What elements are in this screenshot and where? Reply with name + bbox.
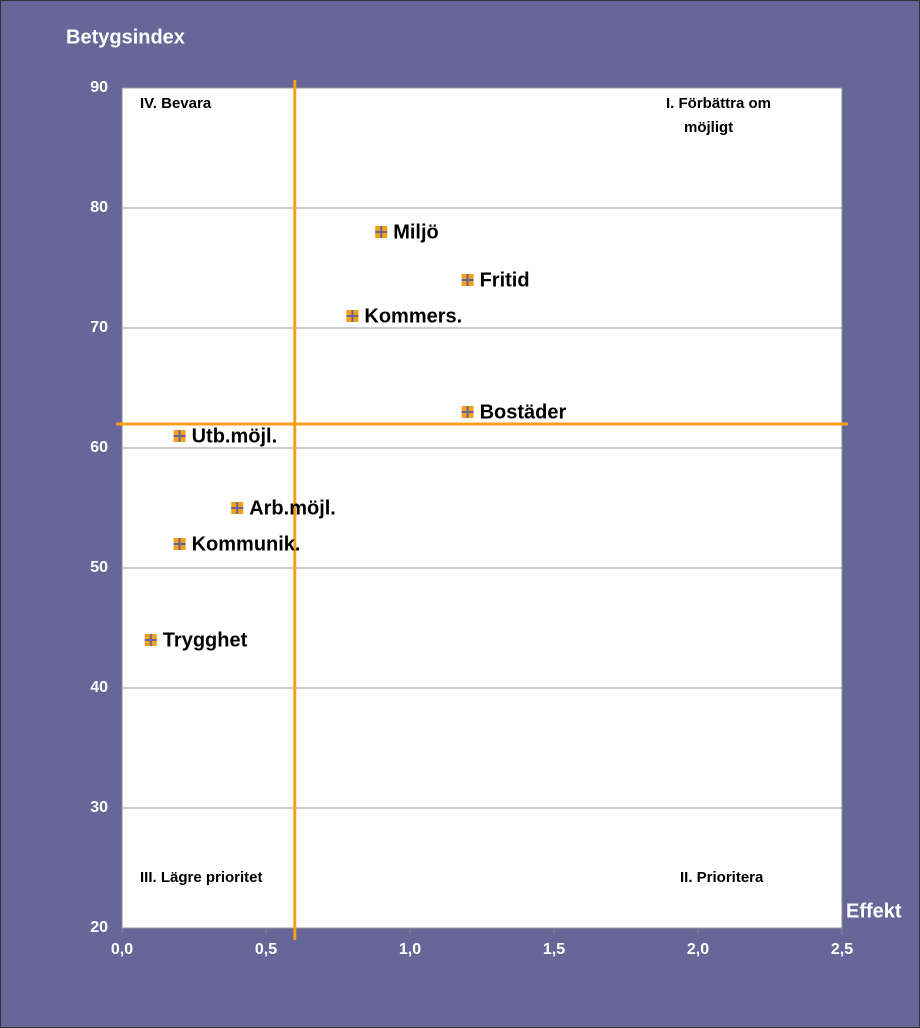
y-tick-label: 80 — [90, 199, 108, 216]
point-label: Fritid — [480, 269, 530, 291]
point-label: Kommunik. — [192, 533, 301, 555]
point-cross — [461, 406, 474, 418]
point-cross — [346, 310, 359, 322]
plot-area — [121, 87, 843, 929]
y-tick-label: 20 — [90, 919, 108, 936]
quadrant-label: III. Lägre prioritet — [140, 869, 263, 886]
y-tick-label: 70 — [90, 319, 108, 336]
point-cross — [231, 502, 244, 514]
point-label: Kommers. — [364, 305, 462, 327]
y-tick-label: 30 — [90, 799, 108, 816]
point-label: Arb.möjl. — [249, 497, 336, 519]
x-tick-label: 2,0 — [687, 941, 709, 958]
x-tick-label: 1,0 — [399, 941, 421, 958]
point-cross — [173, 430, 186, 442]
x-tick-label: 0,0 — [111, 941, 133, 958]
point-label: Miljö — [393, 221, 439, 243]
point-cross — [144, 634, 157, 646]
x-axis-title: Effekt — [846, 900, 902, 922]
x-tick-label: 1,5 — [543, 941, 565, 958]
y-tick-label: 40 — [90, 679, 108, 696]
quadrant-label: I. Förbättra om — [666, 95, 771, 112]
y-tick-label: 60 — [90, 439, 108, 456]
quadrant-label: möjligt — [684, 119, 733, 136]
quadrant-label: IV. Bevara — [140, 95, 212, 112]
point-label: Bostäder — [480, 401, 567, 423]
x-tick-label: 2,5 — [831, 941, 853, 958]
point-label: Trygghet — [163, 629, 248, 651]
point-label: Utb.möjl. — [192, 425, 278, 447]
y-axis-title: Betygsindex — [66, 26, 185, 48]
y-tick-label: 90 — [90, 79, 108, 96]
point-cross — [461, 274, 474, 286]
point-cross — [173, 538, 186, 550]
point-cross — [375, 226, 388, 238]
y-tick-label: 50 — [90, 559, 108, 576]
quadrant-label: II. Prioritera — [680, 869, 764, 886]
x-tick-label: 0,5 — [255, 941, 277, 958]
